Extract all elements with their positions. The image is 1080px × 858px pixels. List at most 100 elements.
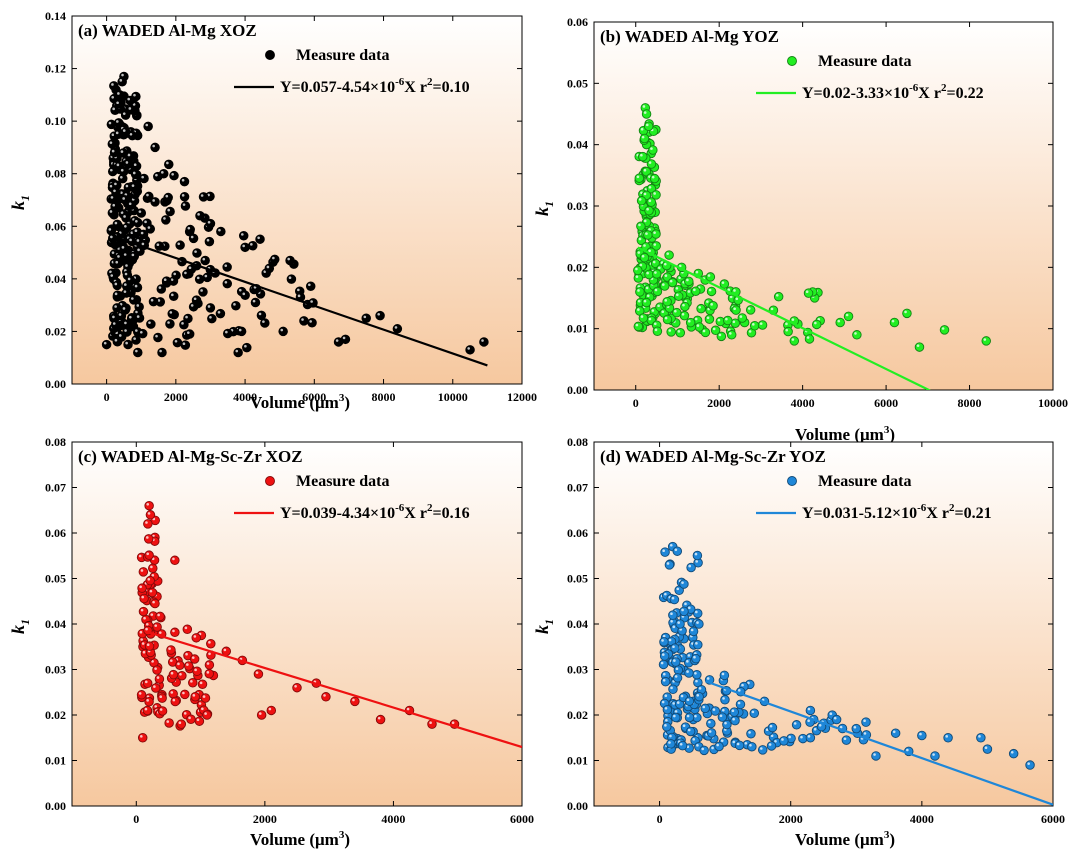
data-point-highlight [169,659,173,662]
data-point-highlight [114,338,118,342]
data-point-highlight [661,283,665,286]
data-point [679,579,689,589]
data-point-highlight [906,748,909,752]
data-point-highlight [262,320,265,323]
data-point-highlight [681,581,684,584]
data-point [222,278,233,289]
legend-line-label: Y=0.02-3.33×10-6X r2=0.22 [802,82,984,102]
data-point-highlight [110,168,113,172]
data-point-highlight [198,702,202,705]
data-point-highlight [785,328,789,332]
data-point [154,674,165,684]
data-point [779,736,789,746]
data-point [144,641,155,651]
data-point-highlight [983,338,987,341]
data-point-highlight [733,289,736,292]
panel-title: (b) WADED Al-Mg YOZ [600,27,779,46]
data-point [706,718,716,729]
data-point-highlight [688,606,691,610]
data-point-highlight [114,282,118,286]
data-point-highlight [671,596,675,600]
data-point [708,300,718,311]
data-point-highlight [135,349,138,353]
data-point [729,707,740,717]
data-point-highlight [233,303,236,306]
data-point [161,215,171,225]
data-point-highlight [641,135,645,139]
data-point-highlight [748,330,752,333]
y-tick-label: 0.00 [45,799,66,813]
data-point [139,593,149,604]
data-point-highlight [125,341,128,345]
y-tick-label: 0.01 [45,754,66,768]
data-point-highlight [635,267,638,271]
data-point-highlight [932,753,935,756]
data-point [142,705,153,716]
data-point-highlight [124,283,127,286]
data-point-highlight [206,671,210,674]
y-tick-label: 0.02 [567,708,588,722]
data-point-highlight [648,249,651,253]
y-tick-label: 0.08 [45,435,66,449]
data-point-highlight [146,193,149,197]
x-axis-label: Volume (μm3) [795,424,895,444]
data-point [216,226,226,237]
data-point-highlight [662,549,665,552]
data-point-highlight [645,286,649,290]
data-point-highlight [708,288,712,292]
data-point-highlight [775,293,779,297]
data-point [735,699,746,710]
data-point-highlight [133,337,136,340]
data-point [112,180,122,191]
data-point-highlight [159,708,163,711]
data-point-highlight [854,332,857,335]
data-point [672,546,683,556]
data-point [719,279,730,289]
data-point-highlight [147,577,151,581]
data-point-highlight [666,252,670,255]
data-point-highlight [733,307,736,311]
data-point-highlight [702,329,706,333]
data-point [113,258,123,269]
data-point [680,301,690,312]
data-point [205,303,216,313]
data-point [791,720,802,730]
data-point-highlight [110,235,113,239]
data-point [749,708,760,719]
data-point [662,721,672,732]
data-point-highlight [206,238,210,242]
data-point-highlight [177,242,181,246]
data-point [692,669,702,680]
data-point-highlight [807,707,811,711]
data-point-highlight [669,279,673,283]
data-point-highlight [192,694,196,697]
data-point-highlight [635,323,639,327]
data-point-highlight [751,710,755,714]
data-point [247,240,258,251]
data-point [668,610,678,620]
data-point [361,313,371,324]
legend: Measure data Y=0.02-3.33×10-6X r2=0.22 [756,53,984,102]
data-point-highlight [301,318,304,321]
data-point-highlight [646,271,649,275]
data-point-highlight [207,220,211,224]
data-point [746,729,756,739]
data-point [133,347,143,358]
data-point [292,682,302,693]
data-point [939,325,950,335]
data-point-highlight [760,747,763,750]
data-point [696,303,706,314]
data-point [805,733,816,743]
data-point [664,560,675,570]
data-point [175,240,185,250]
data-point-highlight [672,625,676,629]
data-point [175,660,185,670]
data-point-highlight [111,95,114,99]
data-point-highlight [674,548,678,552]
data-point [231,301,241,311]
data-point-highlight [135,219,138,223]
data-point-highlight [129,315,132,319]
data-point [789,336,800,346]
data-point-highlight [144,220,147,224]
data-point [773,291,784,302]
